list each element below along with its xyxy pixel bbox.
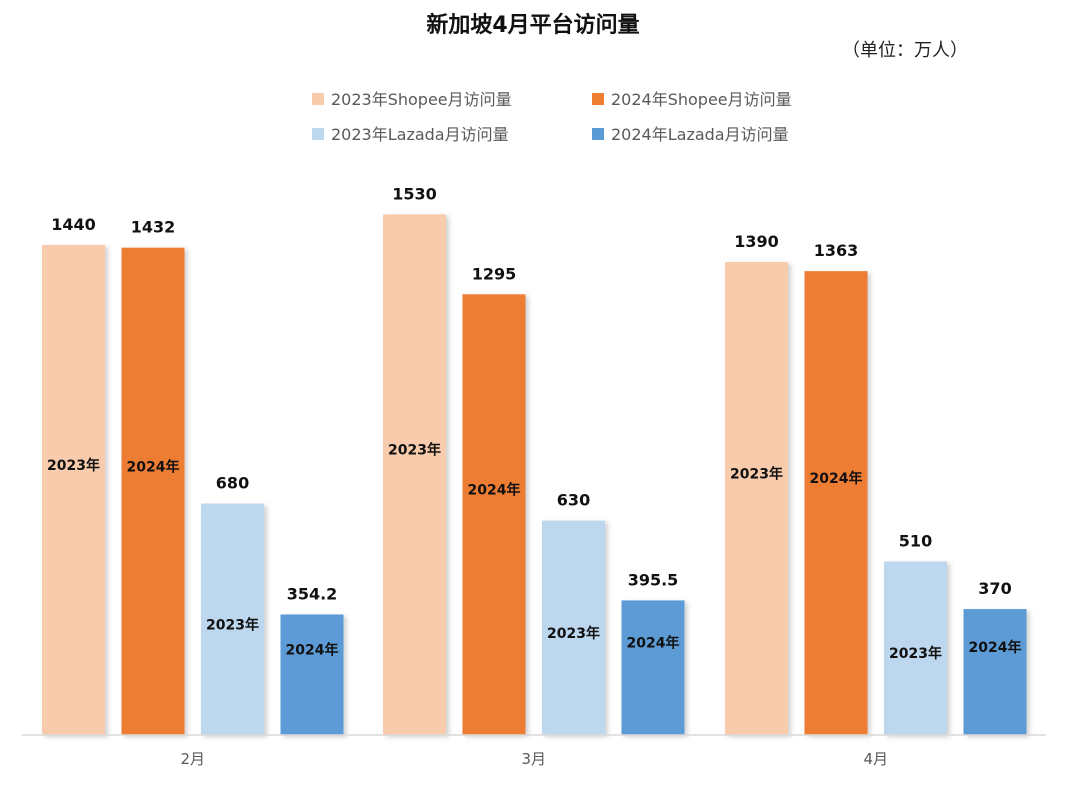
bar bbox=[963, 609, 1027, 735]
legend-swatch bbox=[592, 93, 604, 105]
bars bbox=[42, 214, 1027, 736]
bar-year-label: 2024年 bbox=[969, 639, 1022, 656]
legend-label: 2023年Lazada月访问量 bbox=[331, 125, 509, 144]
bar bbox=[42, 244, 105, 736]
bar bbox=[621, 600, 685, 735]
value-labels: 1440 2023年 1432 2024年 680 2023年 354.2 2024年 1530… bbox=[47, 184, 1021, 662]
data-label: 630 bbox=[557, 491, 590, 510]
legend-swatch bbox=[592, 128, 604, 140]
data-label: 1530 bbox=[392, 184, 437, 203]
bar-year-label: 2023年 bbox=[206, 616, 259, 633]
bar-year-label: 2023年 bbox=[547, 625, 600, 642]
category-labels: 2月 3月 4月 bbox=[180, 750, 888, 768]
legend-swatch bbox=[312, 128, 324, 140]
category-label: 3月 bbox=[521, 750, 546, 768]
data-label: 680 bbox=[216, 474, 249, 493]
data-label: 370 bbox=[978, 579, 1011, 598]
bar-year-label: 2024年 bbox=[468, 482, 521, 499]
bar-year-label: 2023年 bbox=[889, 645, 942, 662]
bar bbox=[462, 294, 526, 735]
category-label: 4月 bbox=[863, 750, 888, 768]
bar bbox=[121, 247, 185, 735]
legend-label: 2024年Lazada月访问量 bbox=[611, 125, 789, 144]
bar bbox=[542, 520, 605, 735]
bar-year-label: 2024年 bbox=[286, 642, 339, 659]
data-label: 510 bbox=[899, 531, 932, 550]
legend-label: 2024年Shopee月访问量 bbox=[611, 90, 792, 109]
data-label: 1295 bbox=[472, 264, 517, 283]
bar-year-label: 2023年 bbox=[388, 442, 441, 459]
bar-year-label: 2024年 bbox=[627, 635, 680, 652]
data-label: 354.2 bbox=[287, 584, 338, 603]
chart-title: 新加坡4月平台访问量 bbox=[426, 12, 639, 38]
bar bbox=[884, 561, 947, 735]
bar-year-label: 2024年 bbox=[810, 470, 863, 487]
data-label: 1363 bbox=[814, 241, 859, 260]
bar bbox=[280, 614, 344, 735]
bar bbox=[725, 261, 788, 735]
bar-year-label: 2023年 bbox=[47, 457, 100, 474]
data-label: 1390 bbox=[734, 232, 779, 251]
data-label: 1440 bbox=[51, 215, 96, 234]
bar-year-label: 2023年 bbox=[730, 465, 783, 482]
data-label: 1432 bbox=[131, 218, 176, 237]
bar bbox=[804, 271, 868, 735]
bar bbox=[383, 214, 446, 736]
unit-note: （单位：万人） bbox=[842, 40, 968, 61]
bar bbox=[201, 503, 264, 735]
legend-swatch bbox=[312, 93, 324, 105]
category-label: 2月 bbox=[180, 750, 205, 768]
legend: 2023年Shopee月访问量 2024年Shopee月访问量 2023年Lazad… bbox=[312, 90, 792, 144]
bar-year-label: 2024年 bbox=[127, 458, 180, 475]
legend-label: 2023年Shopee月访问量 bbox=[331, 90, 512, 109]
data-label: 395.5 bbox=[628, 570, 679, 589]
